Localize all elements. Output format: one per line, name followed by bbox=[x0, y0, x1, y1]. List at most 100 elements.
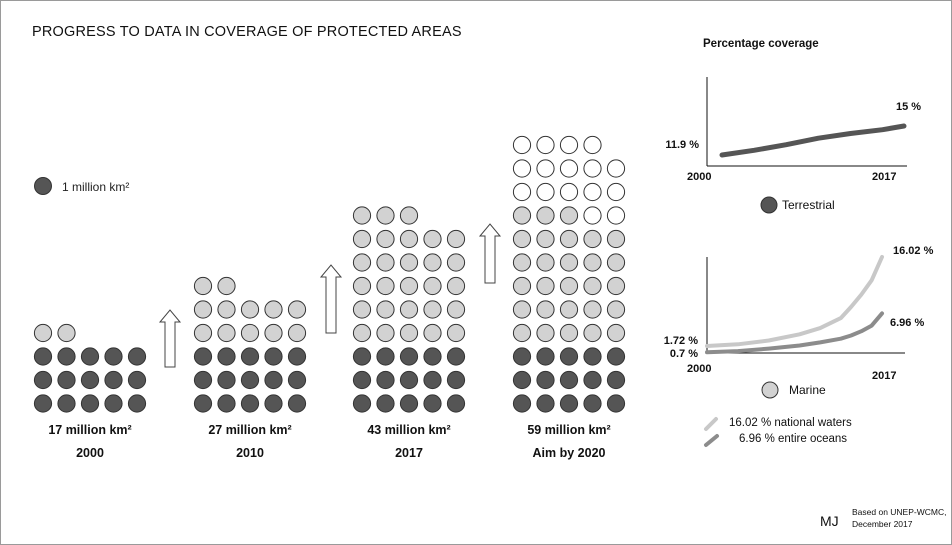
unit-circle-dark bbox=[193, 347, 213, 366]
unit-circle-light bbox=[352, 300, 372, 319]
unit-circle-light bbox=[57, 323, 76, 343]
unit-circle-dark bbox=[264, 394, 283, 413]
unit-circle-empty bbox=[583, 159, 602, 178]
unit-circle-dark bbox=[127, 370, 147, 390]
national-legend-swatch bbox=[704, 417, 718, 431]
bar-value-label: 59 million km² bbox=[527, 423, 610, 437]
unit-circle-dark bbox=[423, 347, 442, 366]
credit-line2: December 2017 bbox=[852, 519, 913, 529]
bar-value-label: 43 million km² bbox=[367, 423, 450, 437]
up-arrow bbox=[478, 223, 502, 284]
entire-start-label: 0.7 % bbox=[670, 348, 698, 360]
unit-circle-light bbox=[559, 323, 579, 343]
bar-category-label: Aim by 2020 bbox=[533, 446, 606, 460]
unit-circle-light bbox=[217, 323, 236, 343]
terrestrial-legend-label: Terrestrial bbox=[782, 198, 835, 212]
unit-circle-light bbox=[376, 229, 395, 249]
unit-circle-dark bbox=[512, 370, 532, 390]
unit-circle-dark bbox=[352, 370, 372, 390]
unit-circle-dark bbox=[423, 394, 442, 413]
unit-circle-dark bbox=[512, 394, 532, 413]
unit-circle-dark bbox=[193, 394, 213, 413]
unit-circle-dark bbox=[57, 394, 76, 413]
up-arrow bbox=[319, 264, 343, 334]
unit-circle-light bbox=[264, 300, 283, 319]
unit-circle-dark bbox=[446, 394, 466, 413]
unit-circle-light bbox=[446, 253, 466, 272]
unit-circle-light bbox=[352, 253, 372, 272]
unit-circle-empty bbox=[536, 135, 555, 155]
unit-circle-light bbox=[512, 276, 532, 296]
unit-circle-light bbox=[512, 206, 532, 225]
unit-circle-dark bbox=[104, 394, 123, 413]
unit-circle-empty bbox=[559, 135, 579, 155]
unit-circle-dark bbox=[287, 347, 307, 366]
unit-circle-light bbox=[423, 300, 442, 319]
unit-circle-dark bbox=[583, 394, 602, 413]
unit-circle-light bbox=[583, 300, 602, 319]
unit-circle-dark bbox=[376, 347, 395, 366]
unit-circle-dark bbox=[240, 347, 260, 366]
unit-circle-empty bbox=[606, 159, 626, 178]
unit-circle-light bbox=[583, 323, 602, 343]
unit-circle-dark bbox=[352, 347, 372, 366]
unit-circle-light bbox=[536, 206, 555, 225]
unit-circle-light bbox=[33, 323, 53, 343]
national-end-label: 16.02 % bbox=[893, 245, 934, 257]
unit-circle-light bbox=[287, 323, 307, 343]
unit-circle-light bbox=[352, 229, 372, 249]
unit-circle-light bbox=[446, 276, 466, 296]
national-legend-label: 16.02 % national waters bbox=[729, 417, 852, 429]
x-tick-label: 2000 bbox=[687, 171, 711, 183]
entire-end-label: 6.96 % bbox=[890, 317, 924, 329]
unit-circle-light bbox=[193, 300, 213, 319]
terrestrial-start-label: 11.9 % bbox=[665, 139, 699, 151]
unit-circle-light bbox=[193, 276, 213, 296]
unit-circle-dark bbox=[287, 370, 307, 390]
unit-circle-dark bbox=[264, 347, 283, 366]
unit-circle-light bbox=[352, 323, 372, 343]
unit-circle-empty bbox=[583, 182, 602, 202]
unit-circle-light bbox=[264, 323, 283, 343]
national-start-label: 1.72 % bbox=[664, 335, 698, 347]
bar-value-label: 17 million km² bbox=[48, 423, 131, 437]
unit-circle-dark bbox=[536, 370, 555, 390]
unit-circle-dark bbox=[399, 394, 419, 413]
unit-circle-dark bbox=[446, 370, 466, 390]
entire-legend-swatch bbox=[704, 434, 719, 447]
unit-circle-dark bbox=[559, 347, 579, 366]
unit-circle-light bbox=[606, 253, 626, 272]
unit-circle-light bbox=[606, 323, 626, 343]
unit-circle-light bbox=[536, 253, 555, 272]
unit-circle-light bbox=[287, 300, 307, 319]
growth-arrows bbox=[158, 223, 502, 368]
unit-circle-light bbox=[559, 276, 579, 296]
unit-circle-dark bbox=[376, 370, 395, 390]
unit-circle-dark bbox=[57, 347, 76, 366]
unit-circle-dark bbox=[423, 370, 442, 390]
unit-circle-dark bbox=[264, 370, 283, 390]
unit-circle-light bbox=[240, 300, 260, 319]
unit-circle-empty bbox=[512, 135, 532, 155]
unit-circle-dark bbox=[512, 347, 532, 366]
unit-circle-light bbox=[376, 206, 395, 225]
unit-circle-dark bbox=[536, 394, 555, 413]
unit-circle-dark bbox=[446, 347, 466, 366]
unit-circle-light bbox=[606, 229, 626, 249]
unit-circle-light bbox=[559, 253, 579, 272]
unit-circle-light bbox=[376, 253, 395, 272]
unit-circle-dark bbox=[127, 347, 147, 366]
unit-circle-light bbox=[399, 229, 419, 249]
unit-circle-light bbox=[423, 323, 442, 343]
unit-circle-light bbox=[446, 300, 466, 319]
unit-circle-light bbox=[559, 300, 579, 319]
chart-title: PROGRESS TO DATA IN COVERAGE OF PROTECTE… bbox=[32, 24, 462, 40]
unit-circle-light bbox=[423, 229, 442, 249]
unit-circle-light bbox=[423, 253, 442, 272]
unit-circle-dark bbox=[104, 347, 123, 366]
bar-category-label: 2000 bbox=[76, 446, 104, 460]
unit-circle-light bbox=[217, 300, 236, 319]
unit-circle-light bbox=[536, 323, 555, 343]
series-line-0 bbox=[719, 123, 907, 158]
